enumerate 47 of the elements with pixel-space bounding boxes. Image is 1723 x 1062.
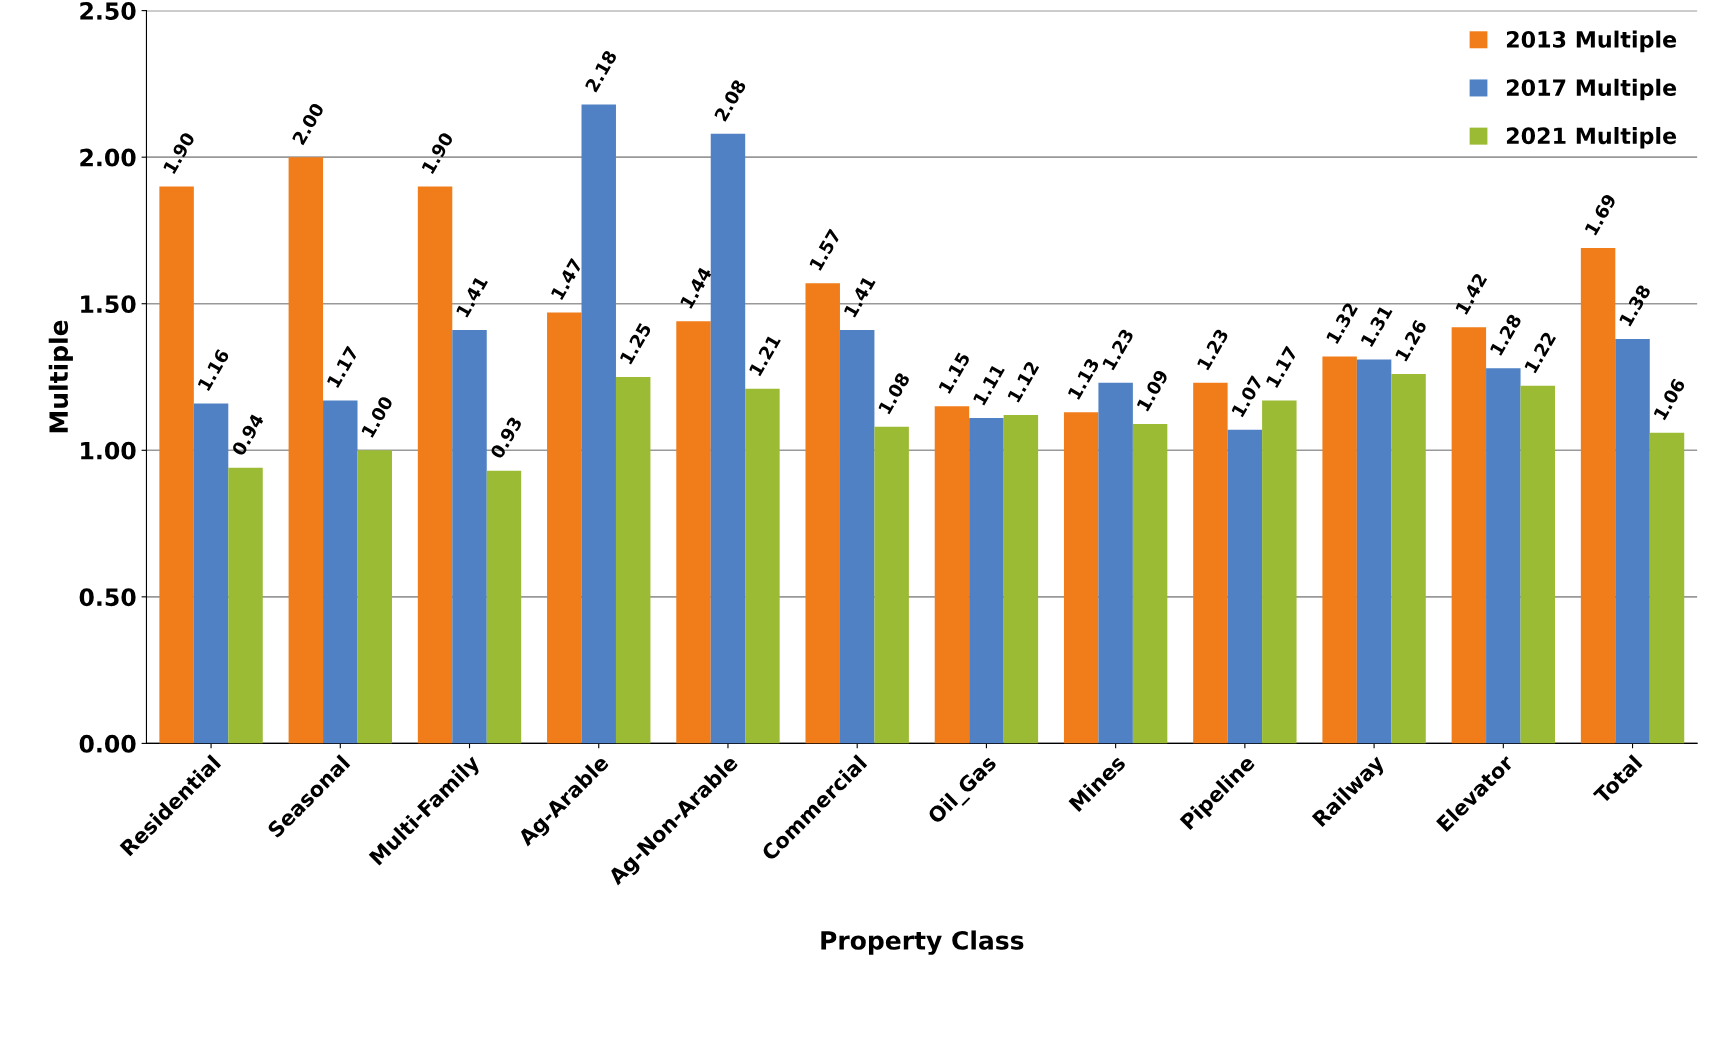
x-axis-title: Property Class xyxy=(821,930,1024,955)
bar xyxy=(486,470,522,744)
bar xyxy=(1520,385,1556,744)
y-tick-label: 2.00 xyxy=(80,148,136,167)
bar xyxy=(417,186,453,744)
bar xyxy=(1003,415,1039,744)
bar xyxy=(1356,359,1392,744)
bar xyxy=(1132,423,1168,744)
y-tick-label: 1.50 xyxy=(81,295,136,314)
bar xyxy=(547,312,582,744)
y-axis-title: Multiple xyxy=(48,320,73,433)
bar xyxy=(1391,374,1426,744)
bar xyxy=(805,283,840,744)
y-tick-label: 1.00 xyxy=(81,441,136,460)
bar xyxy=(1262,400,1297,744)
bar xyxy=(1322,356,1357,744)
bar xyxy=(193,403,229,744)
y-tick-label: 0.50 xyxy=(79,588,136,607)
bar xyxy=(1615,338,1650,744)
bar xyxy=(934,406,970,744)
bar xyxy=(1227,429,1263,744)
bar xyxy=(323,400,358,744)
legend-label: 2013 Multiple xyxy=(1506,30,1677,53)
bar xyxy=(228,467,263,744)
bar xyxy=(1063,412,1099,744)
bar xyxy=(615,377,651,744)
bar xyxy=(452,330,487,744)
bar xyxy=(1098,382,1133,744)
y-tick-label: 0.00 xyxy=(79,734,136,753)
y-tick-label: 2.50 xyxy=(80,2,136,20)
bar xyxy=(745,388,780,744)
bar xyxy=(159,186,194,744)
bar xyxy=(676,321,711,744)
bar xyxy=(1580,248,1616,744)
bar xyxy=(1486,368,1521,744)
legend-label: 2017 Multiple xyxy=(1506,78,1677,101)
legend-label: 2021 Multiple xyxy=(1506,126,1677,149)
bar xyxy=(581,104,616,744)
bar xyxy=(288,157,324,744)
bar xyxy=(969,418,1004,744)
bar xyxy=(874,426,909,744)
bar xyxy=(357,450,392,744)
bar xyxy=(1649,432,1685,744)
bar xyxy=(710,133,746,744)
bar xyxy=(839,330,875,744)
bar xyxy=(1193,382,1228,744)
bar xyxy=(1451,327,1487,744)
